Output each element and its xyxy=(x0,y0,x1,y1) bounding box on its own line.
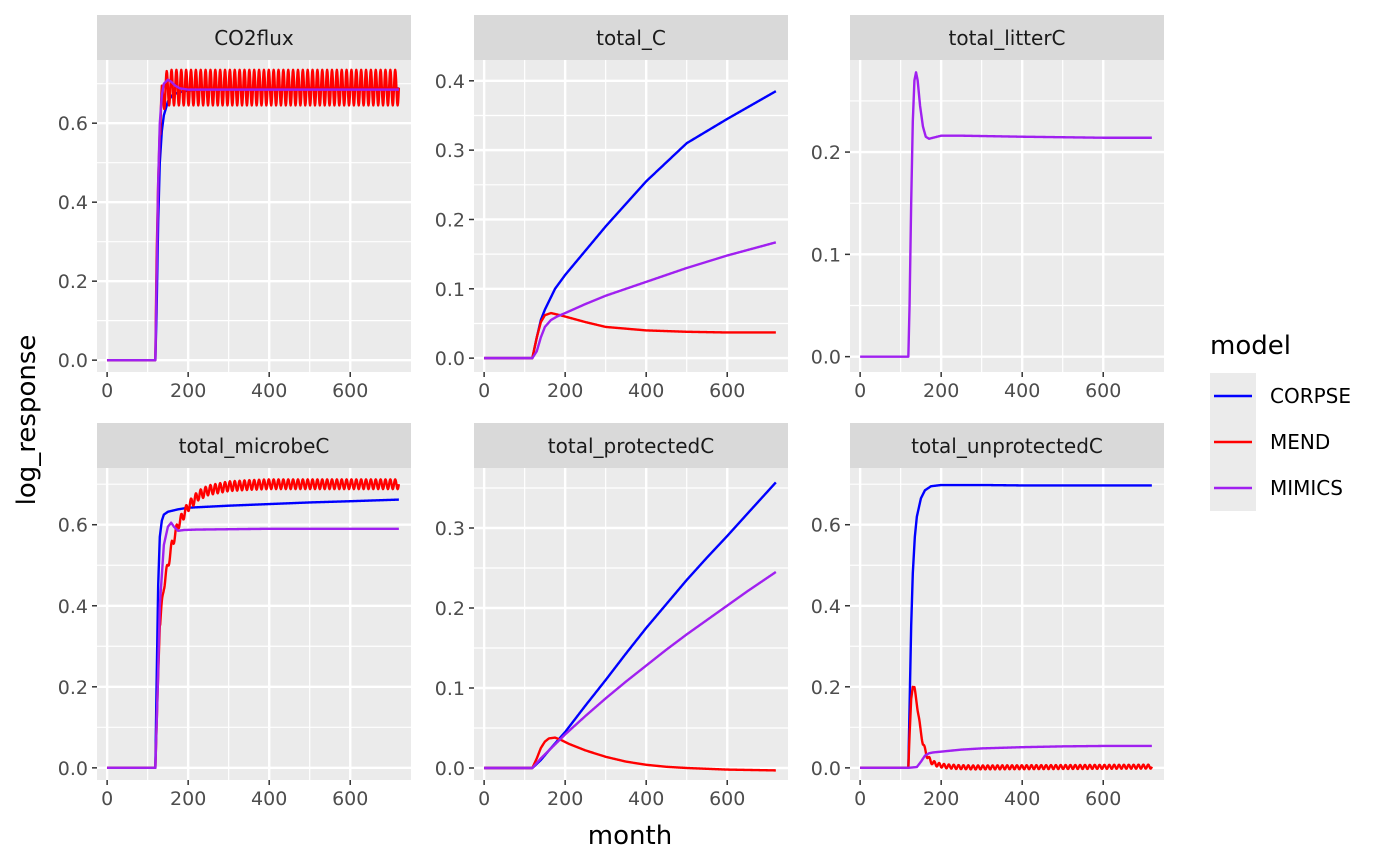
legend-label-MEND: MEND xyxy=(1270,430,1330,454)
panel-total_C: total_C 0 200 400 600 0.0 0.1 0.2 0.3 0.4 xyxy=(435,15,788,402)
y-tick-label: 0.2 xyxy=(435,209,465,231)
y-tick-label: 0.3 xyxy=(435,140,465,162)
facet-strip-label: total_unprotectedC xyxy=(911,434,1103,458)
y-tick-label: 0.6 xyxy=(58,113,88,135)
y-tick-label: 0.1 xyxy=(435,678,465,700)
panel-background xyxy=(474,60,788,372)
y-tick-label: 0.0 xyxy=(58,350,88,372)
series-group xyxy=(859,71,1153,358)
panel-background xyxy=(850,60,1164,372)
y-tick-label: 0.4 xyxy=(58,192,88,214)
series-group xyxy=(859,483,1153,771)
facet-strip-label: total_microbeC xyxy=(179,434,330,458)
y-tick-label: 0.2 xyxy=(811,677,841,699)
y-tick-label: 0.2 xyxy=(58,677,88,699)
series-line-MIMICS xyxy=(859,744,1153,770)
panel-total_protectedC: total_protectedC 0 200 400 600 0.0 0.1 0.2 0.3 xyxy=(435,423,788,810)
panel-background xyxy=(97,60,411,372)
x-tick-label: 600 xyxy=(709,380,745,402)
y-tick-label: 0.0 xyxy=(435,758,465,780)
series-group xyxy=(106,478,401,770)
x-tick-label: 0 xyxy=(101,380,113,402)
facet-strip-label: total_protectedC xyxy=(548,434,714,458)
y-tick-label: 0.4 xyxy=(435,71,465,93)
x-tick-label: 0 xyxy=(478,788,490,810)
series-line-MIMICS xyxy=(106,521,400,770)
y-tick-label: 0.6 xyxy=(58,515,88,537)
y-tick-label: 0.2 xyxy=(811,142,841,164)
facet-strip xyxy=(97,423,411,468)
y-tick-label: 0.0 xyxy=(58,758,88,780)
series-line-MEND xyxy=(859,685,1153,771)
x-tick-label: 0 xyxy=(478,380,490,402)
y-axis-title: log_response xyxy=(12,335,42,506)
legend-label-CORPSE: CORPSE xyxy=(1270,384,1351,408)
y-tick-label: 0.0 xyxy=(811,347,841,369)
facet-strip xyxy=(850,15,1164,60)
x-tick-label: 200 xyxy=(170,788,206,810)
x-tick-label: 0 xyxy=(854,380,866,402)
legend-title: model xyxy=(1210,331,1291,361)
series-group xyxy=(483,90,777,360)
facet-strip xyxy=(850,423,1164,468)
x-tick-label: 600 xyxy=(1085,380,1121,402)
legend-label-MIMICS: MIMICS xyxy=(1270,476,1343,500)
facet-strip xyxy=(97,15,411,60)
x-tick-label: 0 xyxy=(854,788,866,810)
x-tick-label: 200 xyxy=(547,380,583,402)
x-tick-label: 200 xyxy=(170,380,206,402)
series-line-MIMICS xyxy=(859,71,1153,358)
x-tick-label: 400 xyxy=(628,788,664,810)
y-tick-label: 0.4 xyxy=(811,596,841,618)
y-tick-label: 0.1 xyxy=(811,244,841,266)
panels-layer: CO2flux 0 200 400 600 0.0 0.2 0.4 0.6 total_C 0 200… xyxy=(58,15,1164,810)
panel-CO2flux: CO2flux 0 200 400 600 0.0 0.2 0.4 0.6 xyxy=(58,15,411,402)
y-tick-label: 0.4 xyxy=(58,596,88,618)
x-tick-label: 200 xyxy=(547,788,583,810)
x-tick-label: 400 xyxy=(1004,380,1040,402)
y-tick-label: 0.3 xyxy=(435,518,465,540)
y-tick-label: 0.0 xyxy=(811,758,841,780)
y-tick-label: 0.2 xyxy=(58,271,88,293)
y-tick-label: 0.1 xyxy=(435,279,465,301)
x-tick-label: 400 xyxy=(251,380,287,402)
x-tick-label: 200 xyxy=(923,380,959,402)
panel-total_microbeC: total_microbeC 0 200 400 600 0.0 0.2 0.4 0.6 xyxy=(58,423,411,810)
facet-strip-label: total_litterC xyxy=(948,26,1065,50)
series-group xyxy=(106,68,401,362)
series-group xyxy=(483,481,777,772)
x-tick-label: 200 xyxy=(923,788,959,810)
x-tick-label: 600 xyxy=(332,380,368,402)
x-tick-label: 400 xyxy=(251,788,287,810)
x-tick-label: 600 xyxy=(1085,788,1121,810)
facet-strip xyxy=(474,15,788,60)
legend: model CORPSE MEND MIMICS xyxy=(1210,331,1351,511)
facet-strip-label: total_C xyxy=(596,26,666,50)
facet-strip xyxy=(474,423,788,468)
x-tick-label: 0 xyxy=(101,788,113,810)
x-tick-label: 400 xyxy=(628,380,664,402)
x-axis-title: month xyxy=(588,821,672,851)
panel-background xyxy=(474,468,788,780)
legend-keys: CORPSE MEND MIMICS xyxy=(1210,373,1351,511)
panel-background xyxy=(97,468,411,780)
x-tick-label: 400 xyxy=(1004,788,1040,810)
y-tick-label: 0.6 xyxy=(811,515,841,537)
facet-strip-label: CO2flux xyxy=(214,26,294,50)
y-tick-label: 0.2 xyxy=(435,598,465,620)
series-line-MIMICS xyxy=(483,241,777,360)
panel-total_unprotectedC: total_unprotectedC 0 200 400 600 0.0 0.2 0.4 0.6 xyxy=(811,423,1164,810)
series-line-MIMICS xyxy=(106,78,400,362)
panel-total_litterC: total_litterC 0 200 400 600 0.0 0.1 0.2 xyxy=(811,15,1164,402)
x-tick-label: 600 xyxy=(709,788,745,810)
y-tick-label: 0.0 xyxy=(435,348,465,370)
series-line-MIMICS xyxy=(483,570,777,770)
panel-background xyxy=(850,468,1164,780)
x-tick-label: 600 xyxy=(332,788,368,810)
